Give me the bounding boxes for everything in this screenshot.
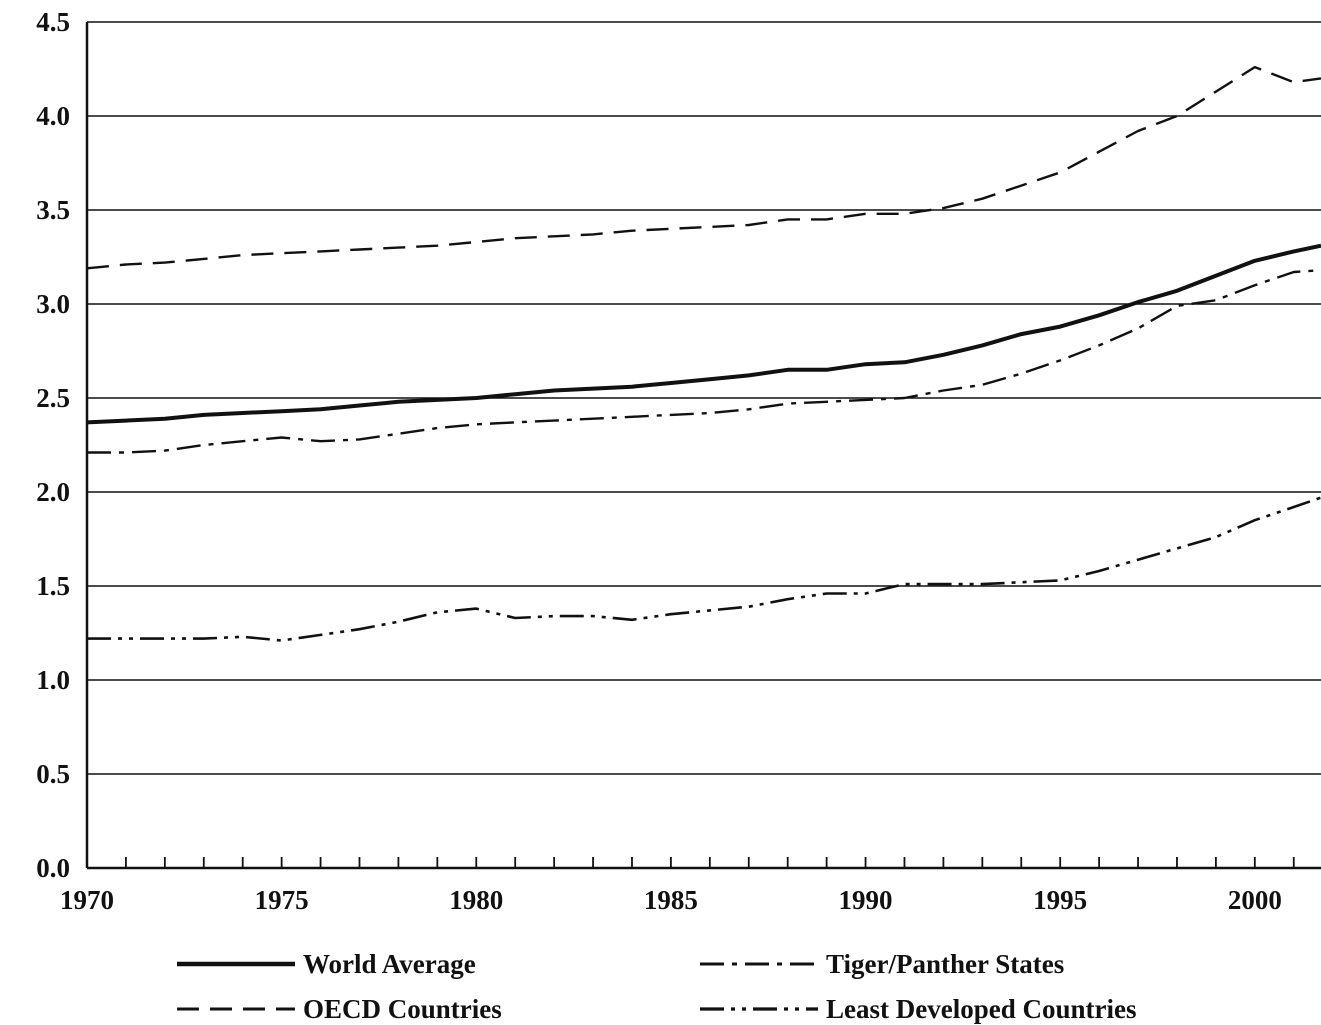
x-tick-label: 1980 (449, 885, 503, 915)
y-tick-label: 0.5 (36, 759, 70, 789)
x-tick-label: 1990 (839, 885, 893, 915)
series-line-world-average (86, 243, 1321, 425)
legend-label: World Average (303, 949, 476, 979)
series-line-oecd-countries (86, 65, 1321, 270)
x-tick-label: 1985 (644, 885, 698, 915)
axes (85, 22, 1321, 870)
y-tick-label: 3.5 (36, 195, 70, 225)
y-tick-label: 2.5 (36, 383, 70, 413)
y-tick-label: 4.5 (36, 7, 70, 37)
x-tick-label: 1970 (60, 885, 114, 915)
grid-lines (87, 21, 1321, 775)
y-tick-label: 4.0 (36, 101, 70, 131)
y-ticks: 0.0 0.5 1.0 1.5 2.0 2.5 3.0 3.5 4.0 4.5 (36, 7, 70, 883)
y-tick-label: 1.0 (36, 665, 70, 695)
series-line-least-developed-countries (87, 496, 1321, 642)
legend-label: Tiger/Panther States (826, 949, 1064, 979)
legend: World Average Tiger/Panther States OECD Co… (177, 949, 1136, 1024)
y-tick-label: 3.0 (36, 289, 70, 319)
legend-label: OECD Countries (303, 994, 502, 1024)
x-tick-label: 1995 (1033, 885, 1087, 915)
x-tick-label: 2000 (1228, 885, 1282, 915)
y-tick-label: 0.0 (36, 853, 70, 883)
series-line-tiger-panther-states (87, 269, 1321, 454)
series-lines (86, 65, 1321, 642)
y-tick-label: 1.5 (36, 571, 70, 601)
y-tick-label: 2.0 (36, 477, 70, 507)
x-ticks: 1970 1975 1980 1985 1990 1995 2000 (60, 857, 1295, 915)
legend-label: Least Developed Countries (826, 994, 1136, 1024)
x-tick-label: 1975 (255, 885, 309, 915)
